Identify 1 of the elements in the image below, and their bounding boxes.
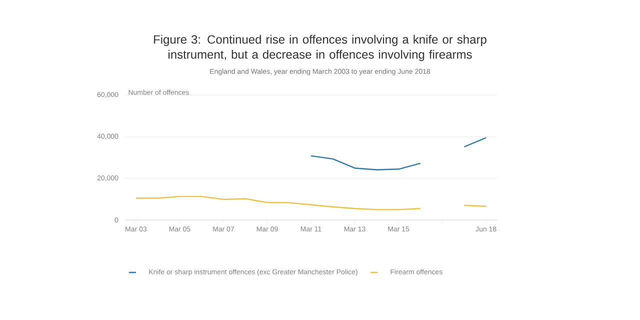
chart-title: Figure 3: Continued rise in offences involving a knife or sharp instrument, but a decrease in offences involving firearms <box>154 34 486 62</box>
